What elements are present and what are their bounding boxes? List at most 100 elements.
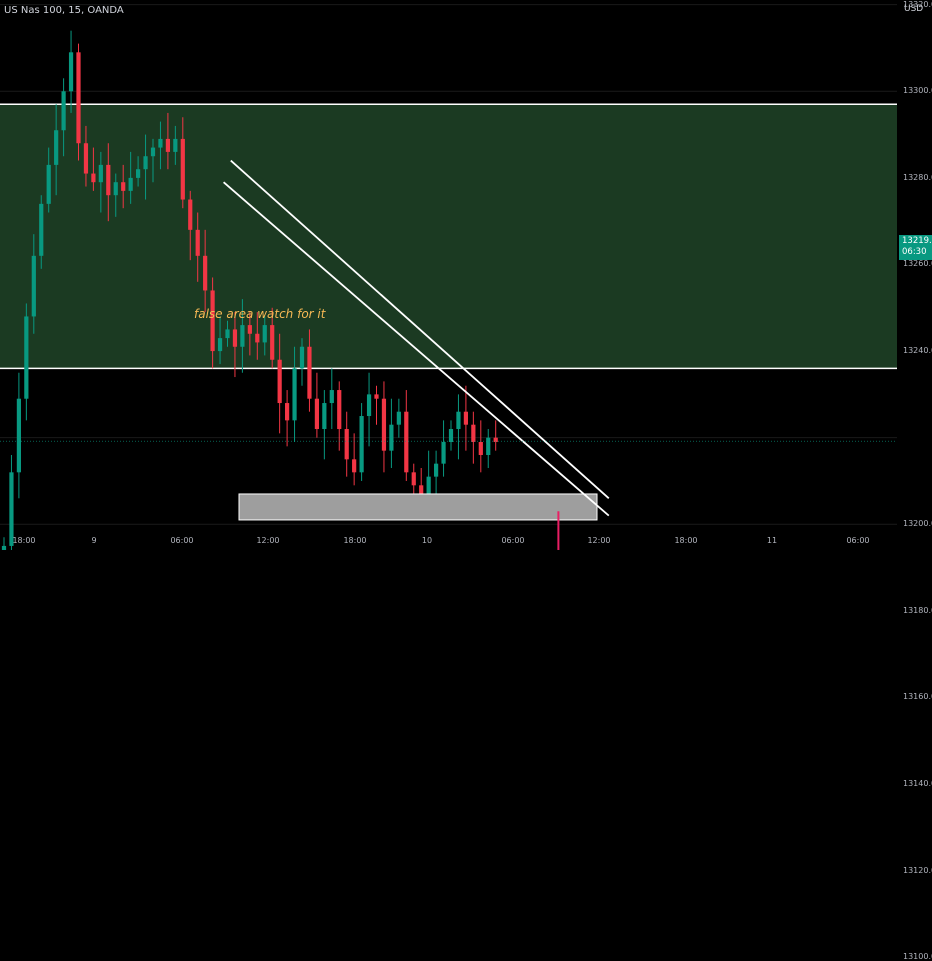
candle-up bbox=[389, 424, 394, 451]
candle-down bbox=[352, 459, 357, 473]
candle-up bbox=[322, 403, 327, 430]
time-tick-label: 11 bbox=[766, 536, 778, 545]
candle-up bbox=[366, 394, 372, 417]
candle-up bbox=[128, 177, 133, 191]
time-tick-label: 18:00 bbox=[12, 536, 36, 545]
candle-up bbox=[61, 91, 66, 131]
candle-up bbox=[136, 169, 141, 178]
candle-up bbox=[456, 411, 461, 430]
time-tick-label: 9 bbox=[91, 536, 97, 545]
last-price-value: 13219.2 bbox=[902, 236, 932, 246]
candle-down bbox=[314, 398, 319, 430]
price-tick-label: 13200.0 bbox=[903, 519, 932, 529]
candle-up bbox=[143, 156, 148, 170]
candle-down bbox=[285, 403, 290, 421]
candle-down bbox=[247, 325, 252, 334]
candle-up bbox=[46, 164, 51, 204]
trendline-upper bbox=[230, 159, 610, 499]
candle-down bbox=[381, 398, 387, 451]
candle-up bbox=[299, 346, 305, 369]
candle-down bbox=[91, 173, 96, 183]
price-tick-label: 13160.0 bbox=[903, 692, 932, 702]
candle-up bbox=[359, 416, 364, 473]
price-tick-label: 13140.0 bbox=[903, 779, 932, 789]
candle-up bbox=[68, 52, 74, 92]
candle-up bbox=[434, 463, 439, 477]
time-tick-label: 10 bbox=[421, 536, 433, 545]
candle-down bbox=[277, 359, 282, 404]
candle-down bbox=[411, 472, 416, 486]
candle-down bbox=[188, 199, 193, 230]
time-tick-label: 12:00 bbox=[587, 536, 611, 545]
candle-down bbox=[165, 138, 170, 152]
candle-down bbox=[180, 138, 185, 200]
candle-down bbox=[404, 411, 409, 473]
price-tick-label: 13120.0 bbox=[903, 865, 932, 875]
candle-up bbox=[16, 398, 21, 473]
time-tick-label: 12:00 bbox=[256, 536, 280, 545]
candle-up bbox=[448, 429, 454, 443]
candle-up bbox=[292, 368, 297, 421]
candle-down bbox=[344, 429, 349, 460]
candle-up bbox=[396, 411, 401, 425]
price-tick-label: 13300.0 bbox=[903, 86, 932, 96]
candle-up bbox=[217, 338, 223, 352]
symbol-title: US Nas 100, 15, OANDA bbox=[4, 5, 124, 16]
candle-up bbox=[262, 325, 267, 343]
supply-zone bbox=[0, 104, 897, 369]
candle-up bbox=[39, 203, 44, 256]
price-tick-label: 13180.0 bbox=[903, 605, 932, 615]
support-box bbox=[238, 493, 598, 521]
candle-down bbox=[374, 394, 379, 399]
candle-up bbox=[31, 255, 36, 317]
time-tick-label: 06:00 bbox=[501, 536, 525, 545]
time-tick-label: 06:00 bbox=[170, 536, 194, 545]
time-tick-label: 06:00 bbox=[846, 536, 870, 545]
candle-up bbox=[113, 182, 118, 196]
candle-up bbox=[54, 130, 59, 165]
price-tick-label: 13260.0 bbox=[903, 259, 932, 269]
candle-up bbox=[98, 164, 103, 183]
candle-up bbox=[158, 138, 163, 148]
candle-up bbox=[173, 138, 178, 152]
candle-down bbox=[463, 411, 468, 425]
candle-down bbox=[419, 485, 424, 494]
candle-down bbox=[232, 329, 238, 347]
candle-down bbox=[255, 333, 260, 343]
time-tick-label: 18:00 bbox=[343, 536, 367, 545]
candle-down bbox=[210, 290, 215, 352]
candle-down bbox=[337, 390, 342, 430]
candle-down bbox=[270, 325, 275, 360]
candle-up bbox=[24, 316, 29, 399]
annotation-text: false area watch for it bbox=[194, 307, 326, 321]
candlestick-chart[interactable] bbox=[0, 0, 932, 550]
bar-countdown: 06:30 bbox=[902, 247, 927, 257]
candle-up bbox=[9, 472, 14, 546]
candle-up bbox=[1, 545, 7, 550]
candle-down bbox=[121, 182, 126, 191]
candle-up bbox=[486, 437, 491, 455]
candle-up bbox=[329, 390, 334, 404]
currency-label: USD bbox=[904, 4, 924, 14]
price-tick-label: 13100.0 bbox=[903, 952, 932, 961]
price-tick-label: 13280.0 bbox=[903, 172, 932, 182]
candle-down bbox=[106, 164, 111, 196]
candle-up bbox=[240, 325, 245, 347]
candle-down bbox=[471, 424, 476, 443]
candle-up bbox=[441, 442, 446, 464]
price-tick-label: 13240.0 bbox=[903, 346, 932, 356]
candle-up bbox=[426, 476, 431, 494]
candle-down bbox=[195, 229, 200, 256]
candle-down bbox=[83, 143, 89, 174]
trendline-lower bbox=[223, 181, 610, 517]
candle-up bbox=[225, 329, 230, 339]
candle-down bbox=[76, 52, 81, 144]
candle-up bbox=[150, 147, 156, 157]
price-tick-label: 13320.0 bbox=[903, 0, 932, 9]
last-price-tag: 13219.2 06:30 bbox=[899, 235, 932, 260]
time-tick-label: 18:00 bbox=[674, 536, 698, 545]
candle-down bbox=[478, 442, 483, 455]
candle-down bbox=[203, 255, 208, 291]
candle-down bbox=[307, 346, 312, 399]
candles bbox=[1, 30, 498, 550]
